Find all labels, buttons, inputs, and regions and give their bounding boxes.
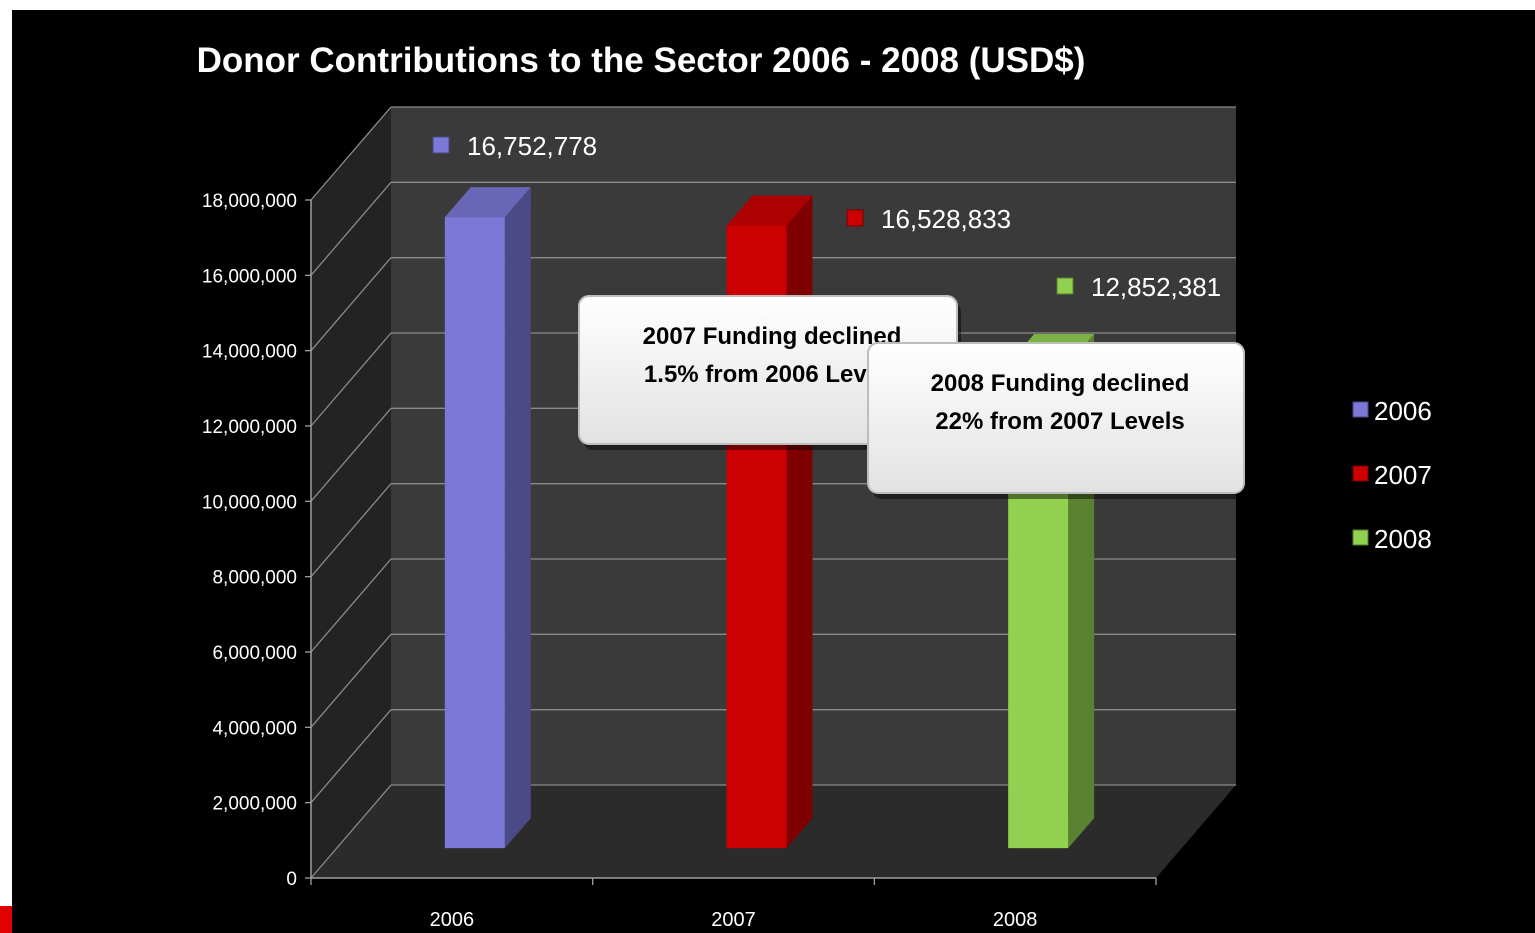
y-tick-label: 4,000,000 xyxy=(212,718,297,739)
bar-chart: Donor Contributions to the Sector 2006 -… xyxy=(197,41,1432,931)
legend-label-2007: 2007 xyxy=(1374,460,1432,490)
x-tick-label: 2006 xyxy=(430,909,475,931)
x-tick-label: 2008 xyxy=(993,909,1038,931)
gridline-side xyxy=(310,106,392,201)
data-label-marker xyxy=(432,136,450,154)
callout-line-2: 1.5% from 2006 Levels xyxy=(644,361,900,388)
gridline-side xyxy=(310,633,392,728)
slide-background: Donor Contributions to the Sector 2006 -… xyxy=(12,10,1535,933)
callouts: 2007 Funding declined 1.5% from 2006 Leve… xyxy=(578,295,1248,499)
data-label: 16,528,833 xyxy=(881,204,1011,234)
side-wall xyxy=(311,107,391,878)
y-tick-label: 10,000,000 xyxy=(202,492,297,513)
y-tick-label: 18,000,000 xyxy=(202,191,297,212)
legend-label-2006: 2006 xyxy=(1374,396,1432,426)
bar-top xyxy=(726,195,813,226)
slide-corner-mark xyxy=(0,906,12,933)
legend-marker-2008 xyxy=(1352,529,1369,546)
data-labels: 16,752,778 16,528,833 12,852,381 xyxy=(432,131,1221,302)
gridline-side xyxy=(310,709,392,804)
legend-label-2008: 2008 xyxy=(1374,524,1432,554)
data-label-marker xyxy=(1056,277,1074,295)
gridline-side xyxy=(310,558,392,653)
y-tick-label: 16,000,000 xyxy=(202,266,297,287)
legend: 2006 2007 2008 xyxy=(1352,396,1432,554)
bar-2007 xyxy=(726,195,813,849)
legend-marker-2007 xyxy=(1352,465,1369,482)
bar-front xyxy=(444,217,505,849)
callout-box xyxy=(867,342,1245,494)
annotation-callout: 2007 Funding declined 1.5% from 2006 Leve… xyxy=(578,295,961,450)
gridline-side xyxy=(310,407,392,502)
y-tick-label: 8,000,000 xyxy=(212,568,297,589)
callout-line-2: 22% from 2007 Levels xyxy=(935,408,1184,435)
y-tick-label: 14,000,000 xyxy=(202,342,297,363)
bar-top xyxy=(444,187,531,218)
chart-title: Donor Contributions to the Sector 2006 -… xyxy=(197,41,1086,80)
gridline-side xyxy=(310,257,392,352)
callout-line-1: 2007 Funding declined xyxy=(643,323,902,350)
gridline-side xyxy=(310,332,392,427)
bar-side xyxy=(786,195,813,849)
gridline-side xyxy=(310,483,392,578)
data-label: 12,852,381 xyxy=(1091,272,1221,302)
x-tick-label: 2007 xyxy=(711,909,756,931)
bar-side xyxy=(504,187,531,849)
gridline-side xyxy=(310,181,392,276)
bar-2006 xyxy=(444,187,531,849)
callout-line-1: 2008 Funding declined xyxy=(931,370,1190,397)
data-label-marker xyxy=(846,209,864,227)
y-tick-label: 2,000,000 xyxy=(212,794,297,815)
data-label: 16,752,778 xyxy=(467,131,597,161)
gridline-side xyxy=(310,784,392,879)
y-tick-label: 0 xyxy=(286,869,297,890)
annotation-callout: 2008 Funding declined 22% from 2007 Level… xyxy=(867,342,1248,499)
y-tick-label: 6,000,000 xyxy=(212,643,297,664)
legend-marker-2006 xyxy=(1352,401,1369,418)
y-tick-label: 12,000,000 xyxy=(202,417,297,438)
